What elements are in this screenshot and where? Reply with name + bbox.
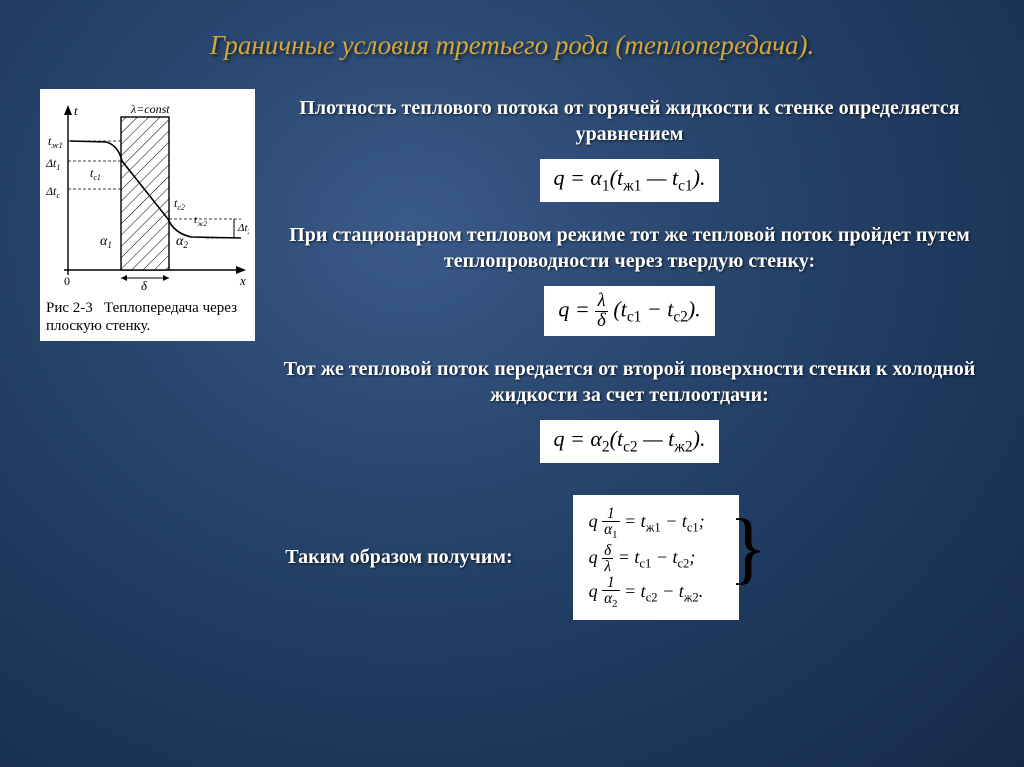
paragraph-4: Таким образом получим:: [285, 546, 512, 569]
formula-system: q 1α1 = tж1 − tc1; q δλ = tc1 − tc2; q 1…: [573, 495, 739, 620]
figure-caption: Рис 2-3 Теплопередача через плоскую стен…: [46, 299, 249, 335]
system-line-3: q 1α2 = tc2 − tж2.: [589, 575, 705, 610]
paragraph-2: При стационарном тепловом режиме тот же …: [275, 222, 984, 274]
formula-2: q = λδ (tc1 − tc2).: [544, 286, 714, 336]
axis-t-label: t: [74, 103, 78, 118]
axis-x-label: x: [239, 273, 246, 288]
heat-transfer-diagram: t λ=const tж1 Δt1 Δtc tc1 tc2 tж2 Δt2 α1…: [46, 95, 249, 295]
closing-brace-icon: }: [729, 503, 743, 612]
slide-title: Граничные условия третьего рода (теплопе…: [40, 30, 984, 61]
delta-label: δ: [141, 278, 148, 293]
t-zh2-label: tж2: [194, 214, 208, 228]
figure-column: t λ=const tж1 Δt1 Δtc tc1 tc2 tж2 Δt2 α1…: [40, 89, 255, 477]
text-column: Плотность теплового потока от горячей жи…: [275, 89, 984, 477]
content-area: t λ=const tж1 Δt1 Δtc tc1 tc2 tж2 Δt2 α1…: [40, 89, 984, 477]
formula-3: q = α2(tc2 — tж2).: [540, 420, 720, 463]
conclusion-row: Таким образом получим: q 1α1 = tж1 − tc1…: [40, 495, 984, 620]
slide: Граничные условия третьего рода (теплопе…: [0, 0, 1024, 767]
origin-label: 0: [64, 274, 70, 288]
figure-number: Рис 2-3: [46, 300, 93, 316]
figure-box: t λ=const tж1 Δt1 Δtc tc1 tc2 tж2 Δt2 α1…: [40, 89, 255, 341]
paragraph-3: Тот же тепловой поток передается от втор…: [275, 356, 984, 408]
dt2-label: Δt2: [237, 222, 249, 236]
system-line-2: q δλ = tc1 − tc2;: [589, 541, 705, 575]
paragraph-1: Плотность теплового потока от горячей жи…: [275, 95, 984, 147]
dtc-label: Δtc: [46, 184, 60, 200]
system-line-1: q 1α1 = tж1 − tc1;: [589, 505, 705, 540]
formula-1: q = α1(tж1 — tc1).: [540, 159, 720, 202]
alpha1-label: α1: [100, 234, 112, 250]
lambda-label: λ=const: [130, 102, 170, 116]
dt1-label: Δt1: [46, 156, 60, 172]
t-c2-label: tc2: [174, 196, 185, 212]
t-zh1-label: tж1: [48, 134, 63, 150]
t-c1-label: tc1: [90, 166, 101, 182]
